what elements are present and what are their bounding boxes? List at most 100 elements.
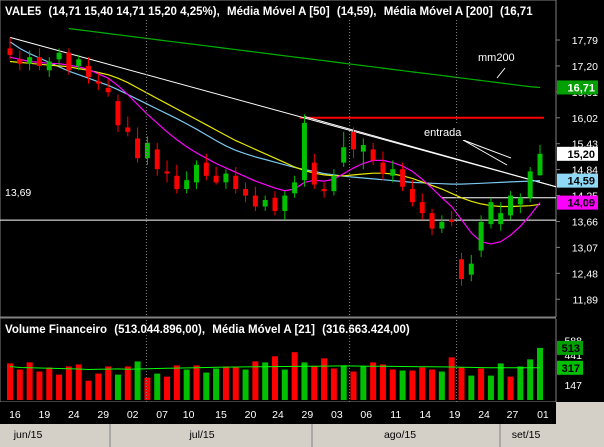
candle-body — [184, 180, 190, 189]
candle-body — [341, 147, 347, 163]
volume-bar — [85, 380, 92, 400]
volume-bar — [124, 366, 131, 400]
scrollbar[interactable] — [556, 402, 604, 447]
price-panel-title: VALE5 (14,71 15,40 14,71 15,20 4,25%), M… — [5, 6, 533, 18]
entrada-arrow — [462, 139, 512, 159]
candle-body — [174, 175, 180, 189]
price-tick-label: 13,66 — [572, 216, 598, 228]
candle-body — [380, 162, 386, 174]
volume-plot — [7, 347, 543, 400]
volume-bar — [399, 370, 406, 400]
candle-body — [517, 197, 523, 205]
x-axis-day-label: 29 — [302, 409, 314, 421]
candle-body — [400, 169, 406, 187]
candle-body — [370, 149, 376, 161]
candle-body — [527, 171, 533, 198]
candle-body — [419, 202, 425, 214]
volume-bar — [193, 365, 200, 400]
price-badge-label: 15,20 — [567, 149, 595, 161]
candle-body — [36, 57, 42, 66]
volume-bar — [26, 362, 33, 400]
volume-ma-value: (316.663.424,00) — [322, 324, 410, 336]
candle-body — [409, 188, 415, 203]
x-axis-day-label: 20 — [245, 409, 257, 421]
volume-bar — [321, 358, 328, 400]
month-strip — [0, 424, 556, 447]
ohlc-values: (14,71 15,40 14,71 15,20 4,25%), — [48, 6, 219, 18]
candle-body — [115, 101, 121, 126]
ma50-value: (14,59), — [337, 6, 377, 18]
x-axis-month-label: jun/15 — [13, 429, 43, 441]
volume-bar — [95, 373, 102, 400]
candle-body — [458, 259, 464, 280]
volume-bar — [65, 366, 72, 400]
x-axis-day-label: 24 — [68, 409, 80, 421]
candle-body — [86, 65, 92, 77]
volume-value: (513.044.896,00), — [114, 324, 205, 336]
volume-bar — [448, 357, 455, 400]
volume-bar — [419, 367, 426, 400]
price-tick-label: 17,20 — [572, 61, 598, 73]
entrada-label-box — [422, 124, 468, 140]
candle-body — [292, 182, 298, 194]
price-tick-label: 11,89 — [573, 294, 599, 306]
candle-body — [213, 175, 219, 183]
candle-body — [7, 48, 13, 55]
volume-tick-label: 147 — [564, 380, 582, 392]
price-badge-label: 14,59 — [567, 176, 595, 188]
x-axis-day-label: 27 — [507, 409, 519, 421]
volume-bar — [360, 366, 367, 400]
candle-body — [125, 127, 131, 132]
volume-label: Volume Financeiro — [5, 324, 107, 336]
volume-bar — [389, 369, 396, 400]
candle-body — [468, 263, 474, 275]
candle-body — [243, 188, 249, 196]
volume-bar — [252, 361, 259, 400]
candle-body — [56, 52, 62, 60]
support-label: 13,69 — [5, 187, 31, 199]
x-axis-day-label: 03 — [331, 409, 343, 421]
candle-body — [154, 149, 160, 170]
price-badge-label: 16,71 — [567, 82, 595, 94]
candle-body — [498, 213, 504, 225]
volume-bar — [203, 372, 210, 400]
ticker: VALE5 — [5, 6, 42, 18]
ma200-label: Média Móvel A [200] — [384, 6, 493, 18]
candle-body — [262, 199, 268, 207]
volume-bar — [527, 359, 534, 400]
candle-body — [429, 213, 435, 229]
volume-badge — [557, 360, 583, 375]
candle-body — [311, 162, 317, 185]
volume-ma-label: Média Móvel A [21] — [212, 324, 315, 336]
trendline-short — [304, 115, 557, 188]
volume-bar — [222, 366, 229, 400]
volume-bar — [7, 363, 13, 400]
volume-bar — [114, 374, 121, 400]
x-axis-day-label: 19 — [449, 409, 461, 421]
candle-body — [331, 175, 337, 192]
x-axis-strip — [0, 402, 556, 428]
price-tick-label: 16,02 — [572, 113, 598, 125]
entrada-label: entrada — [424, 127, 462, 139]
volume-bar — [242, 369, 249, 400]
volume-bar — [75, 364, 82, 400]
ma50-label: Média Móvel A [50] — [227, 6, 330, 18]
entrada-arrow — [462, 139, 508, 166]
volume-bar — [232, 367, 239, 400]
candle-body — [321, 188, 327, 192]
candle-body — [144, 142, 150, 159]
volume-bar — [36, 371, 43, 400]
x-axis-day-label: 19 — [39, 409, 51, 421]
candle-body — [17, 59, 23, 64]
candle-body — [360, 145, 366, 152]
volume-bar — [144, 377, 151, 400]
price-tick-label: 17,79 — [572, 35, 598, 47]
x-axis-day-label: 07 — [156, 409, 168, 421]
volume-bar — [16, 369, 23, 400]
volume-bar — [301, 362, 308, 400]
volume-bar — [517, 366, 524, 400]
price-tick-label: 13,07 — [572, 242, 598, 254]
candle-body — [95, 81, 101, 84]
volume-badge — [557, 340, 583, 355]
mm200-label: mm200 — [478, 52, 515, 64]
